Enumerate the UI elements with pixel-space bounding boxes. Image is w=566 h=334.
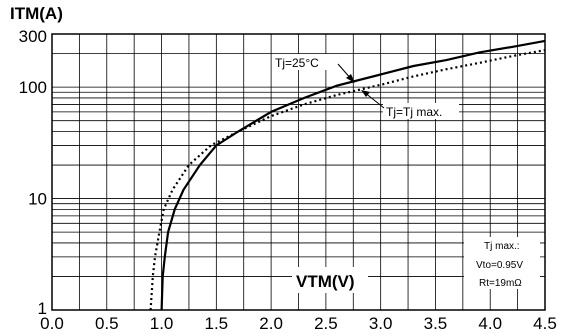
y-tick-label: 300 <box>19 27 47 46</box>
x-tick-label: 1.0 <box>150 314 174 333</box>
annotation-tj25: Tj=25°C <box>272 54 355 83</box>
curves <box>149 39 546 311</box>
x-tick-label: 3.5 <box>424 314 448 333</box>
svg-text:Rt=19mΩ: Rt=19mΩ <box>479 278 522 289</box>
annotation-tjmax: Tj=Tj max. <box>361 90 459 119</box>
x-tick-label: 2.5 <box>314 314 338 333</box>
x-tick-label: 3.0 <box>369 314 393 333</box>
x-tick-label: 4.0 <box>478 314 502 333</box>
series-line-1 <box>160 39 546 311</box>
y-tick-label: 100 <box>19 78 47 97</box>
svg-text:Tj max.:: Tj max.: <box>484 241 520 252</box>
x-tick-label: 1.5 <box>205 314 229 333</box>
svg-text:Tj=25°C: Tj=25°C <box>275 56 319 70</box>
x-tick-label: 2.0 <box>259 314 283 333</box>
svg-text:Vto=0.95V: Vto=0.95V <box>476 260 523 271</box>
y-axis-title: ITM(A) <box>10 4 63 23</box>
y-tick-labels: 1 10 100 300 <box>19 27 47 318</box>
parameters-note: Tj max.: Vto=0.95V Rt=19mΩ <box>464 237 540 289</box>
svg-text:Tj=Tj max.: Tj=Tj max. <box>386 105 442 119</box>
x-tick-labels: 0.0 0.5 1.0 1.5 2.0 2.5 3.0 3.5 4.0 4.5 <box>40 314 557 333</box>
x-axis-title-bg <box>292 267 368 293</box>
x-tick-label: 4.5 <box>533 314 557 333</box>
x-tick-label: 0.5 <box>95 314 119 333</box>
series-line-2 <box>149 49 546 311</box>
y-tick-label: 1 <box>38 299 47 318</box>
x-tick-label: 0.0 <box>40 314 64 333</box>
y-tick-label: 10 <box>28 190 47 209</box>
plot-frame <box>51 33 546 311</box>
x-axis-title: VTM(V) <box>296 272 355 291</box>
